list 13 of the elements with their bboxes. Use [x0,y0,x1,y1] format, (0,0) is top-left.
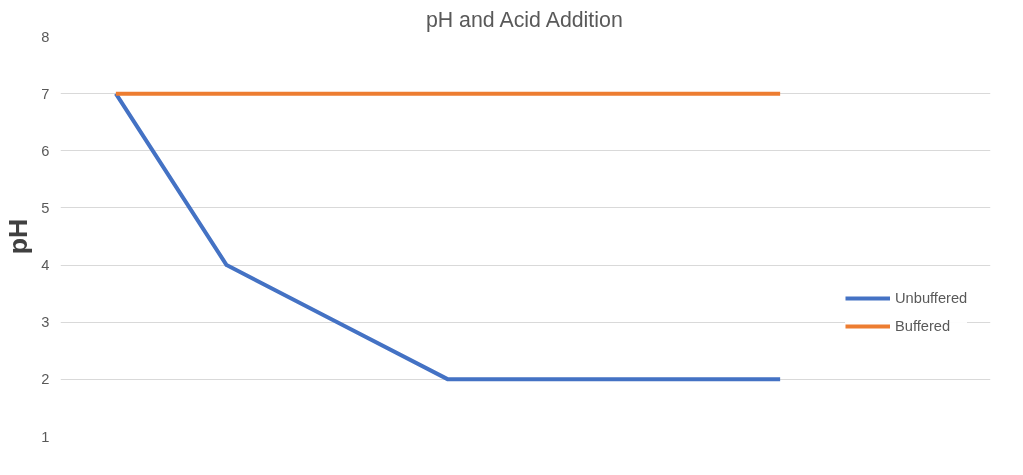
y-tick-label: 4 [41,257,50,274]
legend-label: Buffered [895,318,951,334]
y-tick-label: 7 [41,85,50,102]
y-tick-label: 3 [41,314,50,331]
y-tick-label: 5 [41,199,50,216]
y-tick-label: 2 [41,371,50,388]
legend-label: Unbuffered [895,290,968,306]
y-tick-label: 1 [41,428,50,445]
line-series [113,91,783,382]
y-tick-label: 6 [41,142,50,159]
y-tick-label: 8 [41,28,50,45]
chart-title: pH and Acid Addition [425,7,623,32]
y-axis-title: pH [3,218,34,255]
